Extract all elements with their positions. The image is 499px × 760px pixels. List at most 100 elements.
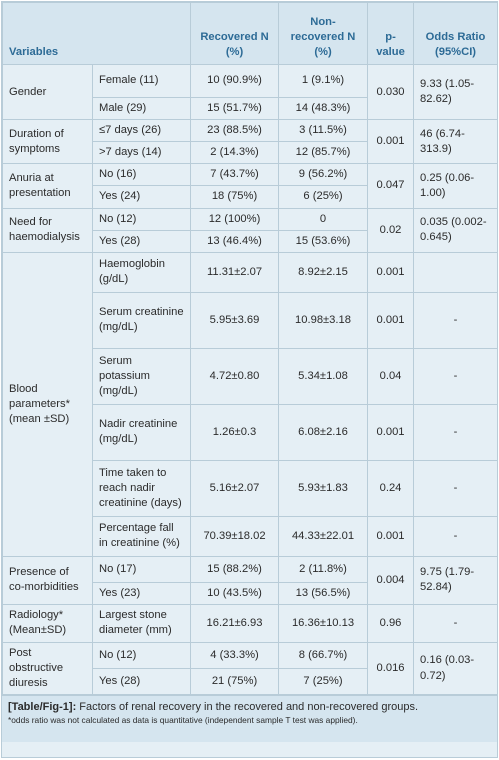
- pvalue-cell: 0.04: [367, 347, 415, 405]
- sub-label: No (16): [91, 163, 192, 187]
- nonrecovered-cell: 14 (48.3%): [278, 96, 369, 121]
- sub-label: Serum creatinine (mg/dL): [91, 291, 192, 349]
- odds-cell: -: [413, 291, 499, 349]
- caption-footnote: *odds ratio was not calculated as data i…: [8, 714, 358, 725]
- header-odds-ratio: Odds Ratio (95%CI): [413, 2, 499, 65]
- group-label-gender: Gender: [2, 63, 93, 121]
- group-label-blood: Blood parameters* (mean ±SD): [2, 251, 93, 557]
- group-label-duration: Duration of symptoms: [2, 119, 93, 165]
- sub-label: Nadir creatinine (mg/dL): [91, 403, 192, 461]
- sub-label: Serum potassium (mg/dL): [91, 347, 192, 405]
- table-row: Time taken to reach nadir creatinine (da…: [3, 459, 499, 517]
- table-caption: [Table/Fig-1]: Factors of renal recovery…: [2, 695, 497, 743]
- nonrecovered-cell: 15 (53.6%): [278, 229, 369, 253]
- recovered-cell: 18 (75%): [190, 185, 280, 209]
- table-row: Anuria at presentation No (16) 7 (43.7%)…: [2, 163, 499, 209]
- group-label-radiology: Radiology* (Mean±SD): [2, 603, 93, 643]
- nonrecovered-cell: 6.08±2.16: [278, 403, 369, 461]
- header-variables: Variables: [1, 2, 192, 65]
- nonrecovered-cell: 7 (25%): [278, 668, 369, 696]
- table-row: Nadir creatinine (mg/dL) 1.26±0.3 6.08±2…: [3, 403, 499, 461]
- pvalue-cell: 0.030: [367, 63, 415, 121]
- sub-label: >7 days (14): [91, 141, 192, 165]
- recovered-cell: 23 (88.5%): [190, 119, 280, 143]
- nonrecovered-cell: 5.34±1.08: [278, 347, 369, 405]
- table-row: Blood parameters* (mean ±SD) Haemoglobin…: [2, 251, 499, 557]
- odds-cell: 9.75 (1.79-52.84): [413, 555, 499, 605]
- pvalue-cell: 0.001: [367, 119, 415, 165]
- header-row: Variables Recovered N (%) Non-recovered …: [1, 2, 499, 65]
- odds-cell: -: [413, 515, 499, 557]
- pvalue-cell: 0.001: [367, 251, 415, 293]
- odds-cell: 46 (6.74-313.9): [413, 119, 499, 165]
- nonrecovered-cell: 16.36±10.13: [278, 603, 369, 643]
- odds-cell: -: [413, 603, 499, 643]
- nonrecovered-cell: 13 (56.5%): [278, 581, 369, 605]
- odds-cell: -: [413, 459, 499, 517]
- header-nonrecovered: Non-recovered N (%): [278, 2, 369, 65]
- caption-text: Factors of renal recovery in the recover…: [79, 701, 419, 714]
- table-row: Serum creatinine (mg/dL) 5.95±3.69 10.98…: [3, 291, 499, 349]
- nonrecovered-cell: 0: [278, 207, 369, 231]
- sub-label: Yes (23): [91, 581, 192, 605]
- table-row: Post obstructive diuresis No (12) 4 (33.…: [2, 641, 499, 696]
- nonrecovered-cell: 12 (85.7%): [278, 141, 369, 165]
- nonrecovered-cell: 6 (25%): [278, 185, 369, 209]
- sub-label: Yes (28): [91, 229, 192, 253]
- sub-label: Percentage fall in creatinine (%): [91, 515, 192, 557]
- recovered-cell: 2 (14.3%): [190, 141, 280, 165]
- odds-cell: 9.33 (1.05-82.62): [413, 63, 499, 121]
- header-recovered: Recovered N (%): [190, 2, 280, 65]
- table-row: >7 days (14) 2 (14.3%) 12 (85.7%): [3, 141, 498, 165]
- recovered-cell: 70.39±18.02: [190, 515, 280, 557]
- recovered-cell: 4.72±0.80: [190, 347, 280, 405]
- data-table: Variables Recovered N (%) Non-recovered …: [1, 2, 499, 696]
- table-row: Serum potassium (mg/dL) 4.72±0.80 5.34±1…: [3, 347, 499, 405]
- sub-label: Time taken to reach nadir creatinine (da…: [91, 459, 192, 517]
- sub-label: No (17): [91, 555, 192, 583]
- nonrecovered-cell: 10.98±3.18: [278, 291, 369, 349]
- table-row: Yes (24) 18 (75%) 6 (25%): [3, 185, 498, 209]
- group-label-post-obstructive: Post obstructive diuresis: [2, 641, 93, 696]
- recovered-cell: 1.26±0.3: [190, 403, 280, 461]
- group-label-anuria: Anuria at presentation: [2, 163, 93, 209]
- recovered-cell: 13 (46.4%): [190, 229, 280, 253]
- odds-cell: 0.16 (0.03-0.72): [413, 641, 499, 696]
- pvalue-cell: 0.001: [367, 403, 415, 461]
- sub-label: Largest stone diameter (mm): [91, 603, 192, 643]
- recovered-cell: 4 (33.3%): [190, 641, 280, 670]
- recovered-cell: 7 (43.7%): [190, 163, 280, 187]
- table-row: Yes (28) 21 (75%) 7 (25%): [3, 668, 498, 696]
- nonrecovered-cell: 9 (56.2%): [278, 163, 369, 187]
- recovered-cell: 15 (51.7%): [190, 96, 280, 121]
- sub-label: No (12): [91, 641, 192, 670]
- caption-main: [Table/Fig-1]: Factors of renal recovery…: [8, 700, 491, 714]
- pvalue-cell: 0.001: [367, 515, 415, 557]
- odds-cell: -: [413, 347, 499, 405]
- recovered-cell: 21 (75%): [190, 668, 280, 696]
- recovered-cell: 10 (43.5%): [190, 581, 280, 605]
- table-row: Radiology* (Mean±SD) Largest stone diame…: [2, 603, 499, 643]
- header-pvalue: p-value: [367, 2, 415, 65]
- pvalue-cell: 0.24: [367, 459, 415, 517]
- sub-label: Yes (24): [91, 185, 192, 209]
- nonrecovered-cell: 1 (9.1%): [278, 64, 369, 98]
- sub-label: ≤7 days (26): [91, 119, 192, 143]
- group-label-comorbidities: Presence of co-morbidities: [2, 555, 93, 605]
- odds-cell: -: [413, 403, 499, 461]
- recovered-cell: 12 (100%): [190, 207, 280, 231]
- group-label-dialysis: Need for haemodialysis: [2, 207, 93, 253]
- nonrecovered-cell: 8 (66.7%): [278, 641, 369, 670]
- pvalue-cell: 0.047: [367, 163, 415, 209]
- sub-label: Female (11): [91, 64, 192, 98]
- odds-cell: [413, 251, 499, 293]
- table-row: Presence of co-morbidities No (17) 15 (8…: [2, 555, 499, 605]
- caption-tag: [Table/Fig-1]:: [8, 701, 77, 714]
- table-row: Duration of symptoms ≤7 days (26) 23 (88…: [2, 119, 499, 165]
- nonrecovered-cell: 8.92±2.15: [278, 251, 369, 293]
- pvalue-cell: 0.02: [367, 207, 415, 253]
- table-row: Percentage fall in creatinine (%) 70.39±…: [3, 515, 499, 557]
- nonrecovered-cell: 44.33±22.01: [278, 515, 369, 557]
- recovered-cell: 5.95±3.69: [190, 291, 280, 349]
